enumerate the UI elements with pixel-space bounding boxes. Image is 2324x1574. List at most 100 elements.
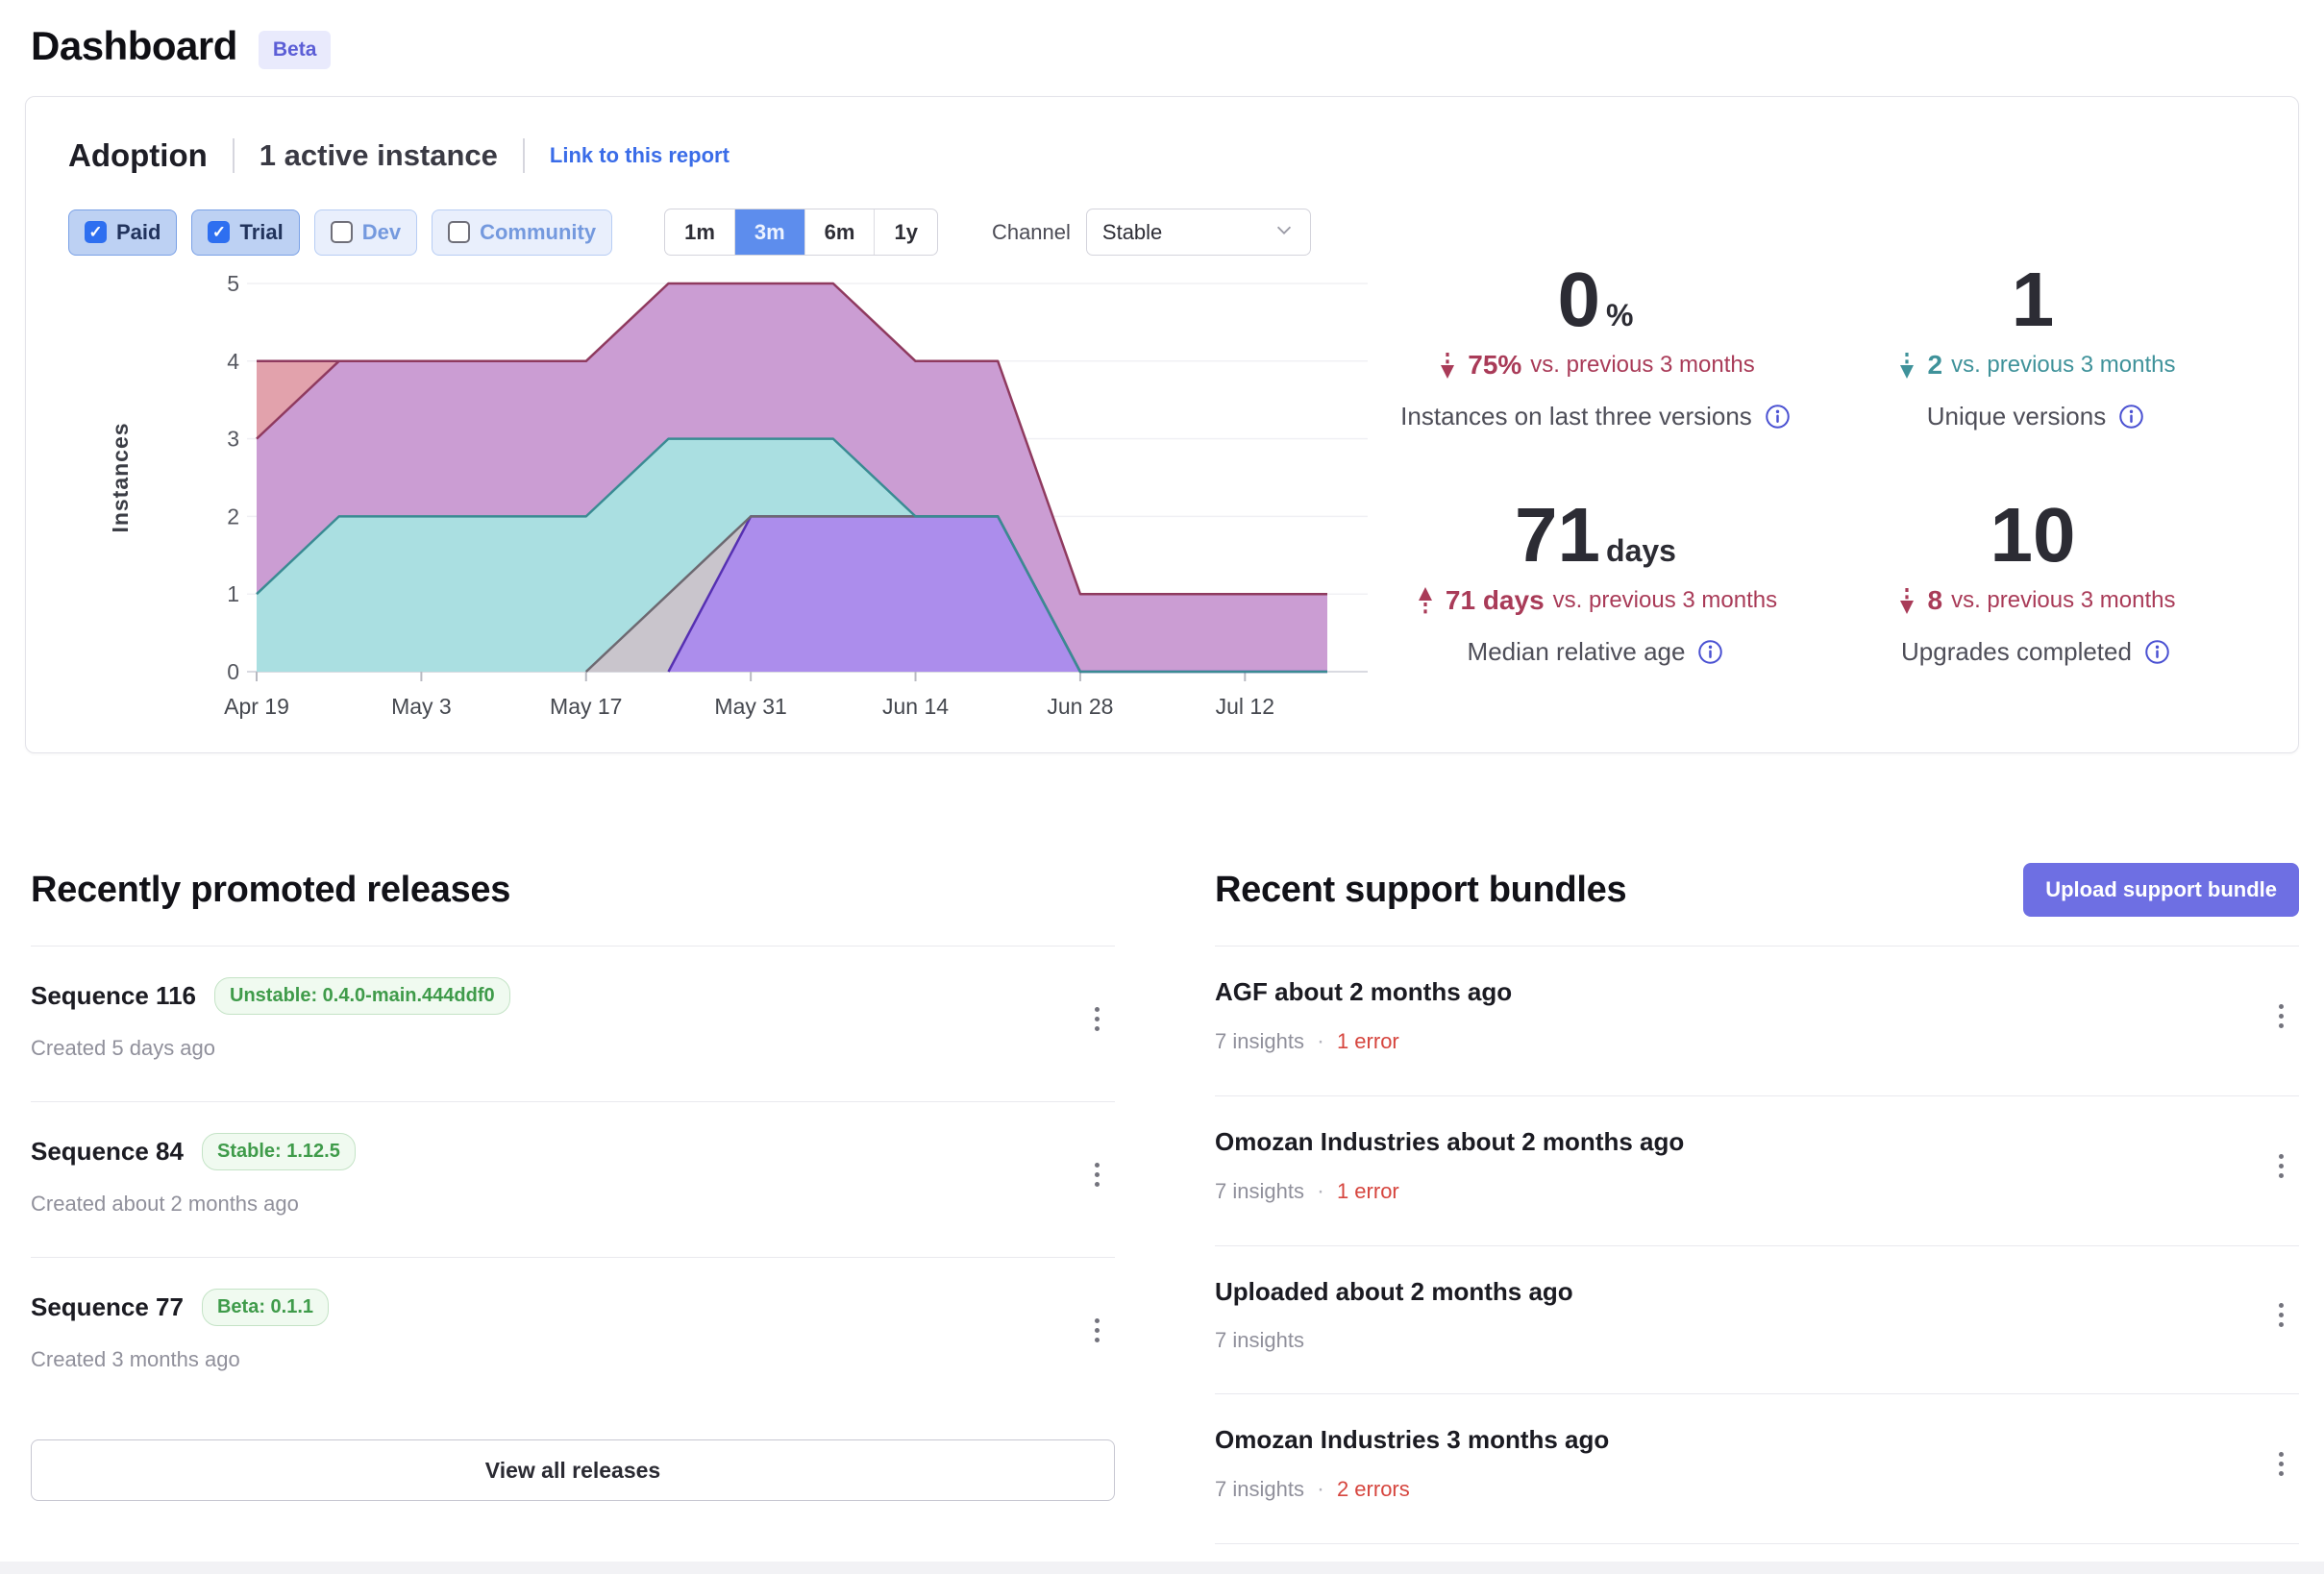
bundle-row-main: Omozan Industries about 2 months ago 7 i… [1215, 1127, 1684, 1205]
adoption-card-body: 0 1 2 3 4 5 Apr 19 May 3 May 17 May 31 Jun 14 Jun 2… [68, 259, 2256, 727]
stat-label-row: Upgrades completed [1816, 637, 2256, 667]
stat-delta-caption: vs. previous 3 months [1530, 352, 1755, 378]
svg-text:0: 0 [227, 659, 239, 684]
stat-label-row: Median relative age [1375, 637, 1816, 667]
adoption-card: Adoption 1 active instance Link to this … [25, 96, 2299, 753]
link-to-report[interactable]: Link to this report [549, 143, 729, 167]
filter-chip-trial[interactable]: Trial [191, 209, 300, 256]
adoption-card-header: Adoption 1 active instance Link to this … [68, 137, 2256, 174]
adoption-stats: 0% 75% vs. previous 3 months Instances o… [1375, 258, 2256, 727]
support-bundle-row[interactable]: Omozan Industries 3 months ago 7 insight… [1215, 1394, 2299, 1544]
filter-chip-label: Paid [116, 219, 161, 244]
info-icon[interactable] [2118, 404, 2144, 430]
adoption-title: Adoption [68, 137, 208, 173]
divider [232, 138, 235, 173]
filter-chip-dev[interactable]: Dev [313, 209, 418, 256]
stat-label: Upgrades completed [1901, 637, 2132, 666]
kebab-menu-icon[interactable] [1081, 1153, 1113, 1196]
kebab-menu-icon[interactable] [2265, 1144, 2297, 1188]
checkbox-icon[interactable] [330, 221, 353, 243]
beta-badge: Beta [258, 31, 332, 69]
stat-trend: 75% vs. previous 3 months [1375, 350, 1816, 381]
kebab-menu-icon[interactable] [2265, 1442, 2297, 1486]
support-bundle-row[interactable]: AGF about 2 months ago 7 insights · 1 er… [1215, 947, 2299, 1096]
range-button-6m[interactable]: 6m [804, 209, 875, 255]
stat-value: 1 [2011, 257, 2055, 342]
release-row-main: Sequence 84 Stable: 1.12.5 Created about… [31, 1133, 356, 1217]
bottom-sections: Recently promoted releases Sequence 116 … [31, 859, 2299, 1544]
arrow-down-icon [1436, 350, 1459, 381]
stat-delta-value: 71 days [1445, 585, 1545, 615]
active-instance-count: 1 active instance [259, 138, 498, 172]
arrow-up-icon [1414, 585, 1437, 616]
chevron-down-icon [1273, 219, 1295, 246]
release-created: Created 5 days ago [31, 1036, 216, 1060]
stat-delta-caption: vs. previous 3 months [1951, 352, 2176, 378]
page-header: Dashboard Beta [0, 0, 2324, 69]
filter-chip-label: Community [480, 219, 597, 244]
bundle-insights-count: 7 insights [1215, 1328, 1304, 1352]
svg-text:May 17: May 17 [550, 694, 622, 719]
release-created: Created 3 months ago [31, 1347, 240, 1371]
adoption-chart: 0 1 2 3 4 5 Apr 19 May 3 May 17 May 31 Jun 14 Jun 2… [68, 271, 1375, 727]
bundle-title: Uploaded about 2 months ago [1215, 1277, 1573, 1306]
svg-text:Instances: Instances [108, 422, 133, 532]
arrow-down-icon [1895, 585, 1918, 616]
stat-value: 0% [1557, 257, 1634, 342]
channel-control: Channel Stable [992, 209, 1311, 256]
checkbox-icon[interactable] [448, 221, 471, 243]
range-button-3m[interactable]: 3m [733, 209, 804, 255]
channel-select[interactable]: Stable [1085, 209, 1311, 256]
stat-label: Unique versions [1926, 402, 2107, 430]
adoption-area-chart: 0 1 2 3 4 5 Apr 19 May 3 May 17 May 31 Jun 14 Jun 2… [108, 271, 1368, 719]
info-icon[interactable] [2144, 639, 2170, 665]
release-row[interactable]: Sequence 77 Beta: 0.1.1 Created 3 months… [31, 1258, 1115, 1413]
stat-delta-value: 75% [1468, 350, 1522, 380]
divider [31, 946, 1115, 947]
range-button-1y[interactable]: 1y [874, 209, 936, 255]
support-bundle-row[interactable]: Uploaded about 2 months ago 7 insights [1215, 1246, 2299, 1394]
range-button-1m[interactable]: 1m [665, 209, 734, 255]
release-row[interactable]: Sequence 116 Unstable: 0.4.0-main.444ddf… [31, 947, 1115, 1102]
bundles-heading: Recent support bundles [1215, 869, 1627, 910]
svg-text:Apr 19: Apr 19 [224, 694, 289, 719]
channel-label: Channel [991, 219, 1071, 244]
filter-chip-community[interactable]: Community [432, 209, 613, 256]
info-icon[interactable] [1765, 404, 1791, 430]
release-row[interactable]: Sequence 84 Stable: 1.12.5 Created about… [31, 1102, 1115, 1258]
filter-chip-label: Trial [239, 219, 284, 244]
bundle-errors-count: 1 error [1336, 1029, 1399, 1053]
release-row-main: Sequence 77 Beta: 0.1.1 Created 3 months… [31, 1289, 330, 1372]
releases-list: Sequence 116 Unstable: 0.4.0-main.444ddf… [31, 947, 1115, 1413]
kebab-menu-icon[interactable] [2265, 1293, 2297, 1337]
bundles-header: Recent support bundles Upload support bu… [1215, 859, 2299, 921]
bundles-section: Recent support bundles Upload support bu… [1215, 859, 2299, 1544]
stat-label-row: Unique versions [1816, 402, 2256, 431]
info-icon[interactable] [1697, 639, 1723, 665]
kebab-menu-icon[interactable] [1081, 997, 1113, 1041]
bundles-list: AGF about 2 months ago 7 insights · 1 er… [1215, 947, 2299, 1544]
bundle-insights-count: 7 insights [1215, 1029, 1304, 1053]
checkbox-icon[interactable] [85, 221, 107, 243]
svg-text:Jun 28: Jun 28 [1047, 694, 1113, 719]
stat-label-row: Instances on last three versions [1375, 402, 1816, 431]
stat-delta-caption: vs. previous 3 months [1552, 587, 1778, 613]
kebab-menu-icon[interactable] [2265, 995, 2297, 1038]
svg-text:4: 4 [227, 349, 239, 374]
stat-label: Instances on last three versions [1400, 402, 1752, 430]
checkbox-icon[interactable] [208, 221, 231, 243]
release-version-badge: Stable: 1.12.5 [201, 1133, 356, 1170]
bundle-errors-count: 2 errors [1336, 1477, 1410, 1501]
releases-section: Recently promoted releases Sequence 116 … [31, 859, 1115, 1544]
svg-text:May 31: May 31 [714, 694, 786, 719]
stat-3: 71 days 71 days vs. previous 3 months Med… [1375, 495, 1816, 667]
upload-support-bundle-button[interactable]: Upload support bundle [2023, 863, 2299, 917]
filter-chip-paid[interactable]: Paid [68, 209, 178, 256]
stat-trend: 8 vs. previous 3 months [1816, 585, 2256, 616]
release-title: Sequence 77 [31, 1292, 184, 1321]
view-all-releases-button[interactable]: View all releases [31, 1439, 1115, 1501]
kebab-menu-icon[interactable] [1081, 1309, 1113, 1352]
channel-selected-value: Stable [1101, 219, 1163, 244]
support-bundle-row[interactable]: Omozan Industries about 2 months ago 7 i… [1215, 1096, 2299, 1246]
